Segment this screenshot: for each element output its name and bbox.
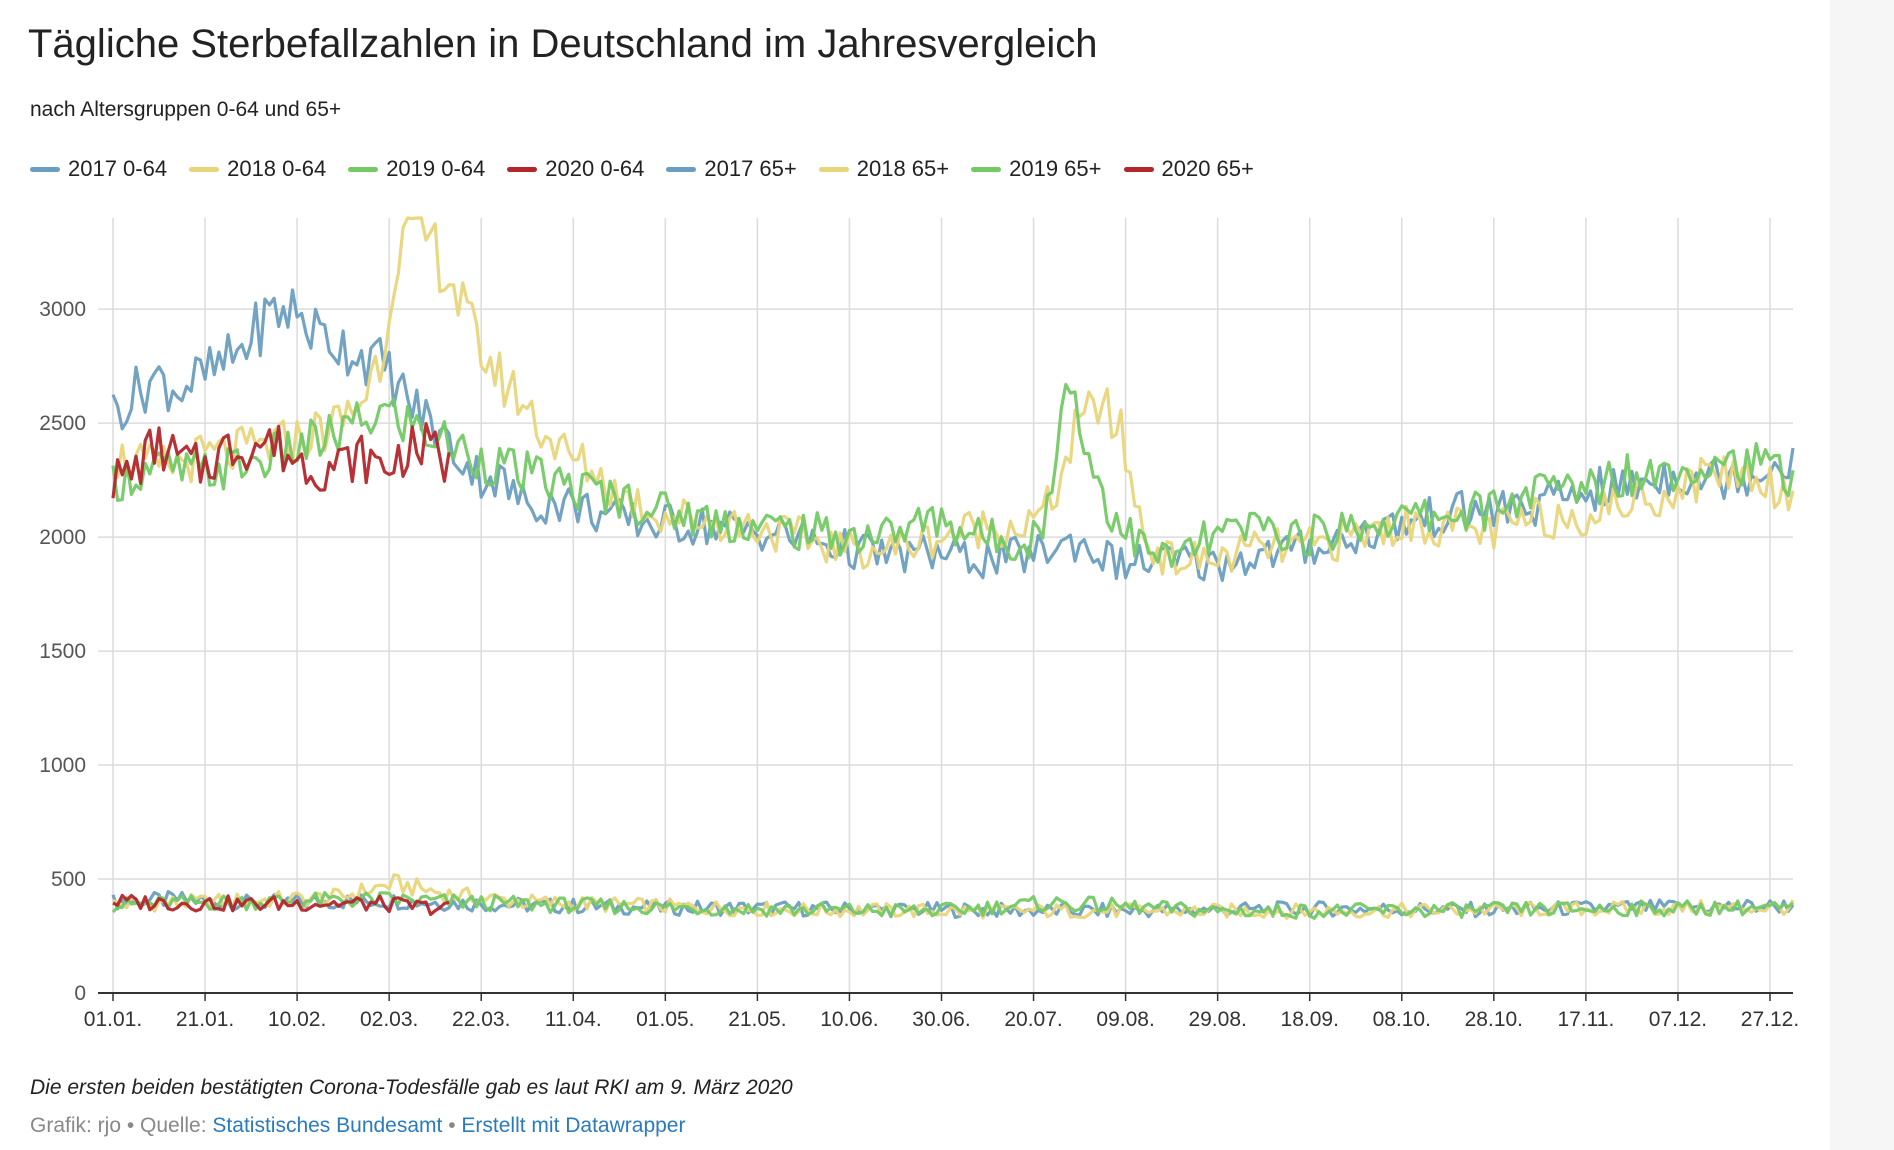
legend-item: 2020 0-64	[507, 156, 644, 182]
legend-label: 2019 0-64	[386, 156, 486, 181]
y-tick-label: 0	[74, 982, 86, 1005]
x-tick-label: 09.08.	[1096, 1008, 1154, 1031]
x-tick-label: 02.03.	[360, 1008, 418, 1031]
y-tick-label: 3000	[39, 298, 86, 321]
x-tick-label: 07.12.	[1649, 1008, 1707, 1031]
legend-swatch	[189, 166, 220, 172]
x-tick-label: 01.05.	[636, 1008, 694, 1031]
legend-swatch	[1123, 166, 1154, 172]
x-tick-label: 29.08.	[1188, 1008, 1246, 1031]
y-tick-label: 2000	[39, 526, 86, 549]
chart-legend: 2017 0-64 2018 0-64 2019 0-64 2020 0-64 2017…	[30, 156, 1254, 182]
legend-item: 2017 65+	[666, 156, 797, 182]
x-tick-label: 10.02.	[268, 1008, 326, 1031]
legend-item: 2017 0-64	[30, 156, 167, 182]
legend-item: 2018 65+	[818, 156, 950, 182]
legend-label: 2017 0-64	[68, 156, 168, 181]
x-tick-label: 01.01.	[84, 1008, 142, 1031]
x-tick-label: 18.09.	[1281, 1008, 1339, 1031]
x-tick-label: 17.11.	[1557, 1008, 1614, 1031]
y-tick-label: 1000	[39, 754, 86, 777]
page-side-strip	[1830, 0, 1894, 1150]
line-chart: 0 500 1000 1500 2000 2500 3000 01.01. 21.01. 10.0…	[39, 216, 1799, 1031]
legend-swatch	[818, 166, 849, 172]
x-tick-label: 28.10.	[1465, 1008, 1523, 1031]
legend-item: 2020 65+	[1123, 156, 1254, 182]
x-tick-label: 20.07.	[1004, 1008, 1062, 1031]
datawrapper-link[interactable]: Erstellt mit Datawrapper	[461, 1114, 686, 1137]
legend-label: 2020 65+	[1161, 156, 1254, 181]
credit-prefix: Grafik: rjo • Quelle:	[30, 1114, 213, 1137]
legend-swatch	[348, 166, 379, 172]
source-link[interactable]: Statistisches Bundesamt	[212, 1114, 443, 1137]
series-line	[111, 422, 451, 499]
x-tick-label: 10.06.	[820, 1008, 878, 1031]
chart-note: Die ersten beiden bestätigten Corona-Tod…	[30, 1076, 793, 1099]
legend-item: 2018 0-64	[189, 156, 326, 182]
x-tick-label: 21.01.	[176, 1008, 234, 1031]
legend-swatch	[30, 166, 60, 172]
y-tick-label: 1500	[39, 640, 86, 663]
credit-separator: •	[442, 1114, 462, 1137]
x-tick-label: 30.06.	[912, 1008, 970, 1031]
legend-swatch	[666, 166, 697, 172]
x-tick-label: 21.05.	[728, 1008, 786, 1031]
legend-label: 2018 65+	[856, 156, 950, 181]
legend-item: 2019 65+	[971, 156, 1102, 182]
chart-credits: Grafik: rjo • Quelle: Statistisches Bund…	[30, 1114, 685, 1138]
x-tick-label: 27.12.	[1741, 1008, 1799, 1031]
legend-label: 2018 0-64	[227, 156, 327, 181]
legend-swatch	[971, 166, 1002, 172]
series-line	[112, 216, 1795, 576]
legend-label: 2020 0-64	[545, 156, 645, 181]
x-tick-label: 22.03.	[452, 1008, 510, 1031]
y-tick-label: 2500	[39, 412, 86, 435]
legend-label: 2019 65+	[1009, 156, 1102, 181]
chart-title: Tägliche Sterbefallzahlen in Deutschland…	[28, 22, 1098, 66]
legend-item: 2019 0-64	[348, 156, 485, 182]
chart-subtitle: nach Altersgruppen 0-64 und 65+	[30, 98, 342, 121]
x-tick-label: 11.04.	[545, 1008, 602, 1031]
legend-swatch	[507, 166, 538, 172]
series-line	[111, 382, 1795, 568]
x-tick-label: 08.10.	[1373, 1008, 1431, 1031]
legend-label: 2017 65+	[704, 156, 797, 181]
y-tick-label: 500	[51, 868, 86, 891]
series-line	[112, 893, 450, 917]
